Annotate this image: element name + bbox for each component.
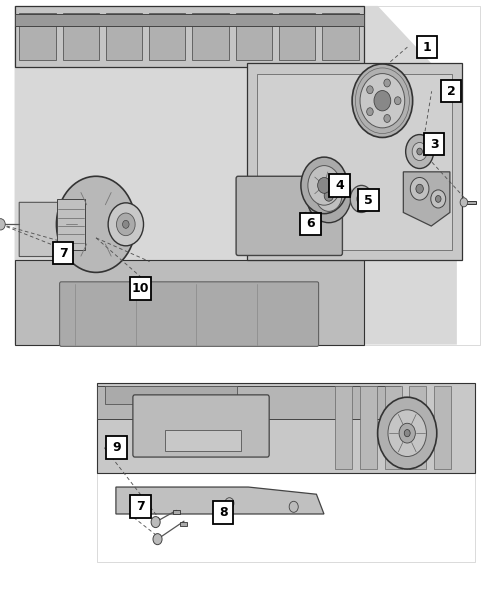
Circle shape bbox=[0, 219, 5, 230]
Text: 5: 5 bbox=[363, 194, 372, 207]
Bar bbox=[440, 80, 460, 102]
Bar bbox=[300, 213, 320, 235]
Circle shape bbox=[300, 157, 347, 214]
Circle shape bbox=[430, 190, 445, 208]
Circle shape bbox=[306, 168, 350, 223]
Circle shape bbox=[116, 213, 135, 236]
Text: 10: 10 bbox=[132, 282, 149, 295]
Bar bbox=[384, 386, 401, 469]
Polygon shape bbox=[116, 487, 323, 514]
Circle shape bbox=[351, 64, 412, 137]
FancyBboxPatch shape bbox=[133, 395, 269, 457]
Bar bbox=[62, 13, 99, 60]
Bar bbox=[149, 13, 185, 60]
Bar bbox=[235, 13, 272, 60]
Circle shape bbox=[317, 177, 330, 193]
Circle shape bbox=[405, 134, 433, 168]
Bar bbox=[408, 386, 425, 469]
Circle shape bbox=[323, 190, 333, 201]
Circle shape bbox=[373, 91, 390, 111]
Polygon shape bbox=[19, 203, 131, 257]
Polygon shape bbox=[15, 6, 456, 345]
Text: 2: 2 bbox=[446, 85, 454, 98]
Text: 3: 3 bbox=[429, 138, 438, 151]
Bar bbox=[247, 64, 461, 260]
Circle shape bbox=[409, 177, 428, 200]
Bar bbox=[97, 386, 399, 419]
Circle shape bbox=[356, 193, 365, 204]
Circle shape bbox=[377, 397, 436, 469]
Bar bbox=[433, 386, 450, 469]
Bar bbox=[173, 510, 180, 514]
Bar bbox=[53, 242, 73, 264]
Circle shape bbox=[411, 143, 426, 161]
Circle shape bbox=[383, 114, 390, 123]
Circle shape bbox=[108, 203, 143, 246]
Text: 6: 6 bbox=[305, 217, 314, 230]
Circle shape bbox=[349, 186, 372, 213]
Circle shape bbox=[387, 410, 425, 456]
Bar bbox=[165, 429, 240, 451]
Bar bbox=[130, 277, 151, 300]
Bar bbox=[105, 386, 237, 405]
Bar bbox=[106, 13, 142, 60]
Bar bbox=[322, 13, 358, 60]
Circle shape bbox=[56, 176, 136, 272]
Text: 8: 8 bbox=[218, 506, 227, 519]
Bar bbox=[15, 6, 363, 67]
Bar bbox=[359, 386, 376, 469]
Bar bbox=[180, 522, 187, 525]
Text: 9: 9 bbox=[112, 441, 121, 454]
Polygon shape bbox=[403, 172, 449, 226]
Bar bbox=[15, 14, 363, 27]
Bar bbox=[106, 436, 126, 459]
Text: 7: 7 bbox=[136, 500, 145, 513]
Bar bbox=[329, 174, 349, 197]
Circle shape bbox=[366, 108, 372, 115]
Bar bbox=[97, 383, 474, 562]
Text: 7: 7 bbox=[59, 247, 67, 260]
Bar bbox=[19, 13, 55, 60]
Circle shape bbox=[359, 197, 363, 201]
Text: 4: 4 bbox=[334, 179, 343, 192]
Bar bbox=[278, 13, 315, 60]
Circle shape bbox=[459, 198, 467, 207]
Circle shape bbox=[398, 423, 414, 443]
Bar bbox=[130, 495, 151, 518]
Bar bbox=[256, 74, 451, 250]
Circle shape bbox=[366, 86, 372, 94]
Circle shape bbox=[393, 97, 400, 105]
Circle shape bbox=[359, 74, 404, 128]
Bar bbox=[334, 386, 351, 469]
Bar bbox=[416, 36, 436, 58]
Bar bbox=[212, 501, 233, 524]
Bar bbox=[57, 199, 85, 250]
Circle shape bbox=[315, 180, 341, 211]
Bar bbox=[423, 133, 443, 155]
Bar bbox=[15, 260, 363, 345]
Circle shape bbox=[225, 498, 233, 509]
Circle shape bbox=[152, 534, 162, 545]
Circle shape bbox=[122, 220, 129, 229]
FancyBboxPatch shape bbox=[60, 282, 318, 346]
Circle shape bbox=[415, 184, 423, 193]
Circle shape bbox=[130, 495, 139, 506]
Polygon shape bbox=[97, 383, 474, 472]
Circle shape bbox=[435, 196, 440, 203]
Circle shape bbox=[151, 517, 160, 528]
Bar bbox=[358, 189, 378, 211]
Bar bbox=[192, 13, 228, 60]
Circle shape bbox=[307, 166, 340, 205]
Text: 1: 1 bbox=[422, 41, 430, 54]
Circle shape bbox=[403, 429, 409, 437]
FancyBboxPatch shape bbox=[236, 176, 342, 256]
Circle shape bbox=[288, 501, 298, 512]
Bar bbox=[462, 201, 475, 204]
Circle shape bbox=[383, 79, 390, 87]
Circle shape bbox=[416, 148, 422, 155]
Bar bbox=[15, 6, 479, 345]
